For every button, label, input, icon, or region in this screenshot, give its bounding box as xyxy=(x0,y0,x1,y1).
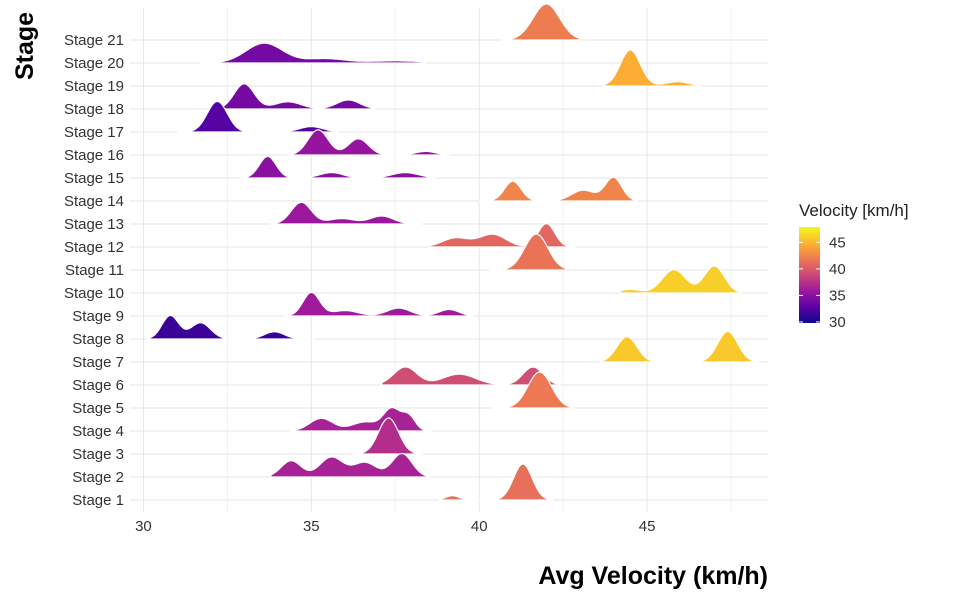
ridge-layer xyxy=(146,3,759,501)
ridge-stage-18 xyxy=(216,83,376,110)
y-tick-label: Stage 8 xyxy=(72,331,124,348)
ridge-stage-21 xyxy=(502,3,581,41)
y-tick-labels: Stage 1 Stage 2 Stage 3 Stage 4 Stage 5 Stage… xyxy=(64,32,124,509)
y-tick-label: Stage 14 xyxy=(64,193,124,210)
ridge-stage-6 xyxy=(381,366,561,386)
ridge-stage-20 xyxy=(199,42,427,64)
legend-colorbar xyxy=(799,227,820,323)
ridge-stage-5 xyxy=(492,371,574,409)
legend-tick-label: 40 xyxy=(829,261,846,278)
y-tick-label: Stage 6 xyxy=(72,377,124,394)
y-tick-label: Stage 5 xyxy=(72,400,124,417)
y-tick-label: Stage 16 xyxy=(64,147,124,164)
y-tick-label: Stage 3 xyxy=(72,446,124,463)
y-tick-label: Stage 15 xyxy=(64,170,124,187)
x-tick-label: 40 xyxy=(471,518,488,535)
y-tick-label: Stage 21 xyxy=(64,32,124,49)
x-tick-label: 30 xyxy=(135,518,152,535)
legend-tick-label: 30 xyxy=(829,314,846,331)
y-tick-label: Stage 2 xyxy=(72,469,124,486)
y-tick-label: Stage 11 xyxy=(65,262,124,279)
y-axis-title: Stage xyxy=(11,12,39,80)
ridge-stage-4 xyxy=(290,406,433,432)
ridge-stage-7 xyxy=(599,330,759,363)
y-tick-label: Stage 12 xyxy=(64,239,124,256)
x-tick-labels: 30 35 40 45 xyxy=(135,518,655,535)
ridge-stage-10 xyxy=(619,265,742,294)
ridge-stage-2 xyxy=(270,452,430,478)
y-tick-label: Stage 10 xyxy=(64,285,124,302)
y-tick-label: Stage 4 xyxy=(72,423,124,440)
x-axis-title: Avg Velocity (km/h) xyxy=(538,562,768,590)
legend-ticks: 30 35 40 45 xyxy=(799,234,846,331)
ridge-stage-9 xyxy=(283,291,474,317)
ridge-stage-14 xyxy=(479,176,638,202)
ridge-stage-1 xyxy=(438,463,554,501)
ridge-stage-13 xyxy=(270,201,423,225)
ridge-stage-15 xyxy=(240,155,437,179)
y-tick-label: Stage 20 xyxy=(64,55,124,72)
y-tick-label: Stage 13 xyxy=(64,216,124,233)
ridge-stage-16 xyxy=(287,129,450,156)
y-tick-label: Stage 9 xyxy=(72,308,124,325)
ridge-stage-11 xyxy=(489,233,568,271)
x-tick-label: 35 xyxy=(303,518,320,535)
color-legend: Velocity [km/h] 30 35 40 45 xyxy=(799,201,909,331)
y-tick-label: Stage 17 xyxy=(64,124,124,141)
y-tick-label: Stage 19 xyxy=(64,78,124,95)
ridge-stage-8 xyxy=(146,314,315,340)
legend-tick-label: 35 xyxy=(829,287,846,304)
ridge-stage-17 xyxy=(177,100,339,133)
y-tick-label: Stage 18 xyxy=(64,101,124,118)
ridge-stage-3 xyxy=(351,417,423,455)
ridge-stage-19 xyxy=(602,49,702,87)
y-tick-label: Stage 1 xyxy=(72,492,124,509)
legend-tick-label: 45 xyxy=(829,234,846,251)
legend-title: Velocity [km/h] xyxy=(799,201,909,220)
ridge-stage-12 xyxy=(428,222,577,248)
x-tick-label: 45 xyxy=(639,518,656,535)
y-tick-label: Stage 7 xyxy=(72,354,124,371)
